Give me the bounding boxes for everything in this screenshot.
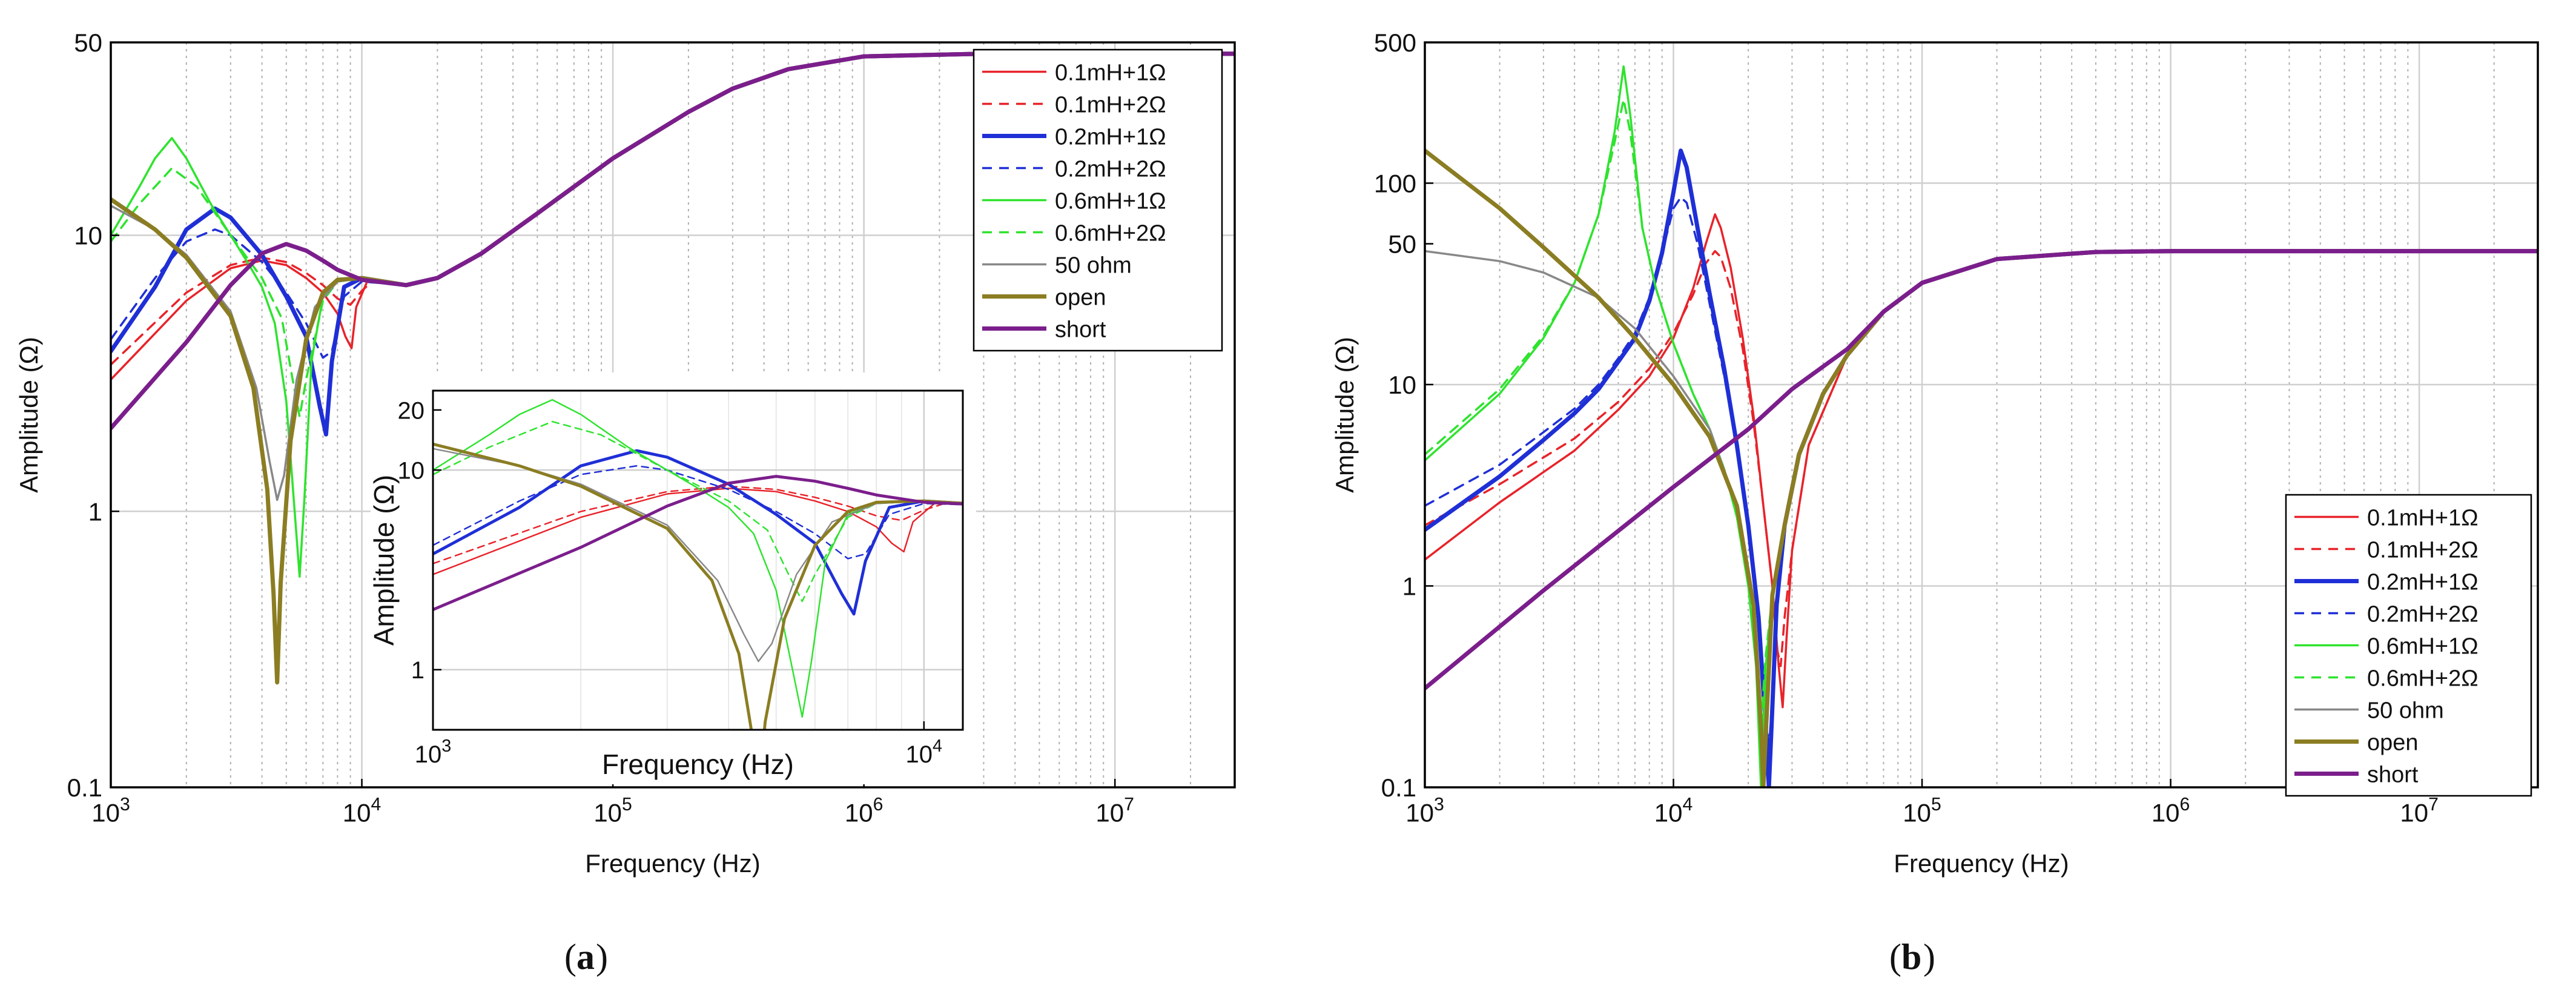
panel-b-ticks: 103 104 105 106 107 0.1 1 10 50 100 500 xyxy=(1374,28,2439,827)
inset-x-tick-label: 103 xyxy=(415,736,452,768)
panel-b-x-tick-label: 103 xyxy=(1405,795,1444,827)
panel-a-y-axis-label: Amplitude (Ω) xyxy=(15,337,43,493)
panel-b-y-axis-label: Amplitude (Ω) xyxy=(1330,337,1359,493)
panel-b-x-axis-label: Frequency (Hz) xyxy=(1894,849,2069,878)
panel-a-plot-frame xyxy=(110,41,1236,789)
panel-a-x-tick-label: 103 xyxy=(91,795,130,827)
panel-b-legend-label: short xyxy=(2367,762,2419,788)
inset-y-tick-label: 1 xyxy=(411,657,424,684)
inset-y-tick-label: 10 xyxy=(398,458,425,485)
inset-series-0-2mh-1- xyxy=(433,449,963,616)
panel-a-legend-label: 0.1mH+2Ω xyxy=(1055,93,1166,118)
panel-b-legend-label: 50 ohm xyxy=(2367,698,2444,724)
panel-b-y-tick-label: 1 xyxy=(1402,572,1416,601)
panel-b-x-tick-label: 107 xyxy=(2400,795,2439,827)
inset-x-axis-label: Frequency (Hz) xyxy=(602,749,794,780)
inset-y-axis-label: Amplitude (Ω) xyxy=(368,475,400,646)
panel-a: 103 104 105 106 107 0.1 1 10 50 Frequency (Hz) A… xyxy=(15,28,1236,977)
panel-b-y-tick-label: 50 xyxy=(1388,230,1416,259)
inset-series-short xyxy=(433,475,963,612)
inset-series-0-6mh-1- xyxy=(433,399,963,718)
panel-b-caption: ( b ) xyxy=(1889,937,1935,977)
panel-b-legend-label: open xyxy=(2367,730,2419,756)
panel-b-legend-label: 0.1mH+2Ω xyxy=(2367,538,2479,563)
panel-a-legend-label: 0.2mH+1Ω xyxy=(1055,125,1166,150)
inset-background xyxy=(371,372,976,784)
panel-a-legend-label: 0.1mH+1Ω xyxy=(1055,61,1166,86)
panel-b-legend-label: 0.6mH+1Ω xyxy=(2367,634,2479,660)
panel-b-plot-frame xyxy=(1424,41,2539,789)
panel-b-legend-label: 0.2mH+1Ω xyxy=(2367,570,2479,595)
panel-b-y-tick-label: 0.1 xyxy=(1381,773,1416,802)
panel-a-legend-label: 0.6mH+2Ω xyxy=(1055,221,1166,246)
inset-plot-frame xyxy=(432,389,964,731)
panel-b-caption-close-paren: ) xyxy=(1923,937,1935,977)
panel-b-legend-label: 0.6mH+2Ω xyxy=(2367,666,2479,692)
panel-a-caption: ( a ) xyxy=(564,937,608,977)
panel-a-y-tick-label: 50 xyxy=(74,28,102,57)
panel-a-x-tick-label: 105 xyxy=(593,795,632,827)
panel-b-caption-open-paren: ( xyxy=(1889,937,1901,977)
panel-b-y-tick-label: 500 xyxy=(1374,28,1416,57)
panel-a-y-tick-label: 0.1 xyxy=(67,773,102,802)
inset-series-0-6mh-2- xyxy=(433,420,963,603)
inset-series xyxy=(433,399,963,730)
panel-b-series xyxy=(1425,65,2538,787)
inset-series-0-2mh-2- xyxy=(433,465,963,560)
panel-a-series xyxy=(111,51,1235,685)
panel-a-x-tick-label: 106 xyxy=(845,795,883,827)
inset-y-tick-label: 20 xyxy=(398,397,425,424)
panel-a-caption-open-paren: ( xyxy=(564,937,576,977)
panel-b-y-tick-label: 100 xyxy=(1374,170,1416,198)
panel-b-legend-label: 0.1mH+1Ω xyxy=(2367,506,2479,531)
panel-b: 103 104 105 106 107 0.1 1 10 50 100 500 Frequency … xyxy=(1330,28,2539,977)
panel-a-legend-label: short xyxy=(1055,317,1106,343)
panel-a-x-axis-label: Frequency (Hz) xyxy=(585,849,760,878)
panel-a-legend-label: 50 ohm xyxy=(1055,253,1132,279)
inset-series-open xyxy=(433,442,963,730)
panel-a-x-tick-label: 104 xyxy=(343,795,381,827)
panel-a-legend-label: 0.6mH+1Ω xyxy=(1055,189,1166,214)
panel-b-series-short xyxy=(1425,249,2538,691)
inset-x-tick-label: 104 xyxy=(906,736,943,768)
panel-a-y-tick-label: 1 xyxy=(88,497,102,526)
panel-a-x-tick-label: 107 xyxy=(1095,795,1134,827)
panel-b-y-tick-label: 10 xyxy=(1388,371,1416,399)
panel-a-inset: 103 104 1 10 20 Frequency (Hz) Amplitude (Ω) xyxy=(368,372,976,784)
panel-b-caption-letter: b xyxy=(1901,937,1921,977)
panel-a-caption-close-paren: ) xyxy=(596,937,608,977)
panel-a-legend: 0.1mH+1Ω 0.1mH+2Ω 0.2mH+1Ω 0.2mH+2Ω 0.6mH+1Ω… xyxy=(973,48,1223,352)
panel-a-legend-label: 0.2mH+2Ω xyxy=(1055,157,1166,182)
panel-b-legend-label: 0.2mH+2Ω xyxy=(2367,602,2479,627)
panel-b-x-tick-label: 105 xyxy=(1903,795,1941,827)
panel-a-caption-letter: a xyxy=(576,937,595,977)
panel-a-legend-label: open xyxy=(1055,285,1106,311)
panel-b-legend: 0.1mH+1Ω 0.1mH+2Ω 0.2mH+1Ω 0.2mH+2Ω 0.6mH+1Ω… xyxy=(2285,494,2532,797)
panel-a-series-short xyxy=(111,51,1235,431)
panel-a-y-tick-label: 10 xyxy=(74,222,102,250)
panel-b-x-tick-label: 106 xyxy=(2152,795,2190,827)
panel-a-ticks: 103 104 105 106 107 0.1 1 10 50 xyxy=(67,28,1134,827)
inset-ticks: 103 104 1 10 20 xyxy=(398,397,943,768)
panel-b-x-tick-label: 104 xyxy=(1654,795,1693,827)
